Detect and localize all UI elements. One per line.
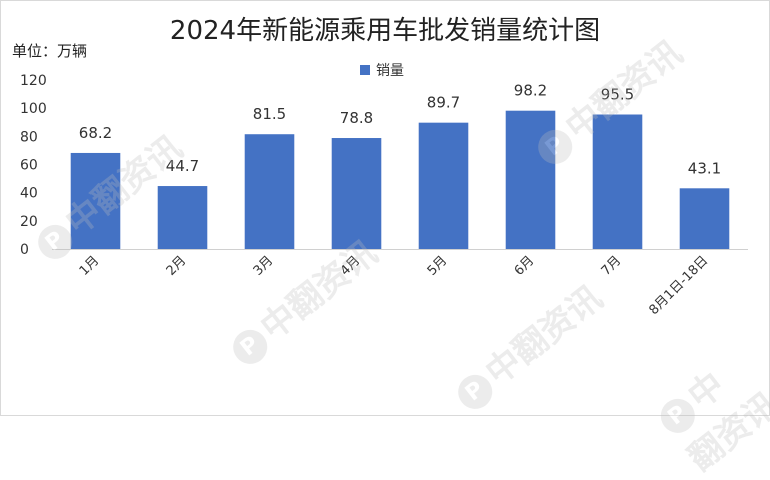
x-tick-label: 2月 [164, 253, 190, 279]
legend: 销量 [360, 60, 404, 80]
x-tick-label: 8月1日-18日 [646, 253, 711, 318]
bar [331, 138, 382, 249]
bar-chart: 0 20 40 60 80 100 120 68.2 1月 44.7 2月 81.5 3月 78.8 4月 8… [20, 73, 748, 318]
data-label: 95.5 [601, 86, 634, 104]
y-tick-label: 80 [20, 129, 38, 145]
data-label: 98.2 [514, 82, 547, 100]
y-tick-label: 0 [20, 242, 29, 258]
data-label: 44.7 [166, 157, 199, 175]
x-tick-label: 4月 [338, 253, 364, 279]
x-tick-label: 5月 [425, 253, 451, 279]
x-tick-label: 3月 [251, 253, 277, 279]
y-tick-label: 120 [20, 73, 47, 89]
unit-label: 单位：万辆 [12, 42, 88, 60]
bar [592, 114, 643, 249]
legend-label: 销量 [376, 63, 404, 79]
bar [505, 110, 556, 250]
y-tick-label: 40 [20, 186, 38, 202]
data-label: 81.5 [253, 105, 286, 123]
bar [679, 188, 730, 249]
y-tick-label: 100 [20, 101, 47, 117]
bar [418, 122, 469, 249]
data-label: 89.7 [427, 94, 460, 112]
x-tick-label: 6月 [512, 253, 538, 279]
y-tick-label: 60 [20, 158, 38, 174]
bar [244, 134, 295, 249]
x-tick-label: 1月 [77, 253, 103, 279]
legend-swatch [360, 65, 370, 75]
bar [157, 186, 208, 249]
data-label: 68.2 [79, 124, 112, 142]
y-tick-label: 20 [20, 214, 38, 230]
chart-title: 2024年新能源乘用车批发销量统计图 [169, 16, 601, 46]
data-label: 78.8 [340, 109, 373, 127]
data-label: 43.1 [688, 159, 721, 177]
bar [70, 152, 121, 249]
x-tick-label: 7月 [599, 253, 625, 279]
